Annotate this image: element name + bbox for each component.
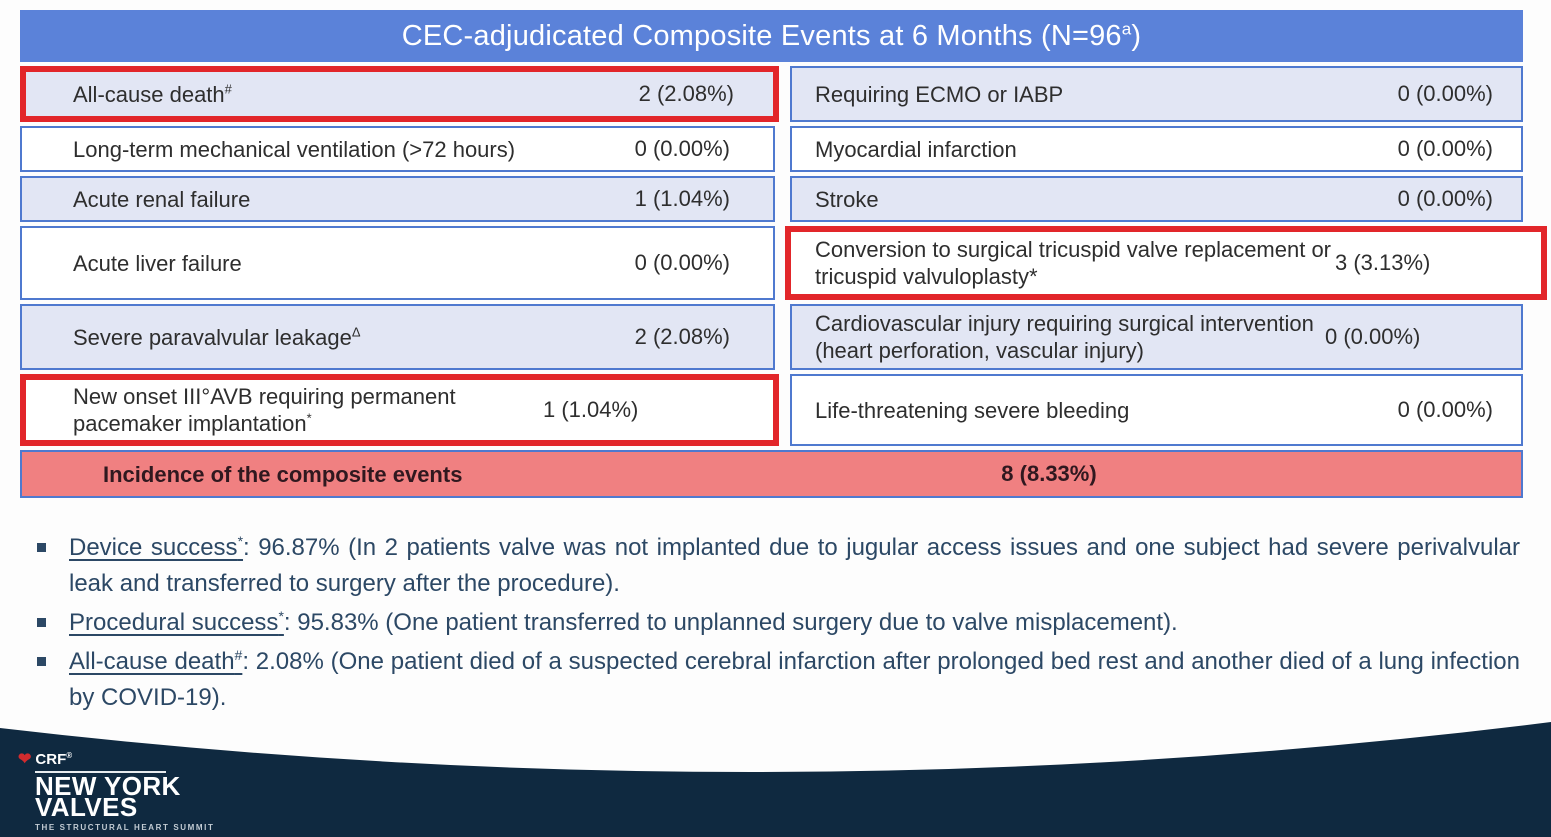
brand-line1: NEW YORK	[35, 771, 181, 801]
row-label: Severe paravalvular leakageΔ	[73, 324, 361, 350]
bullet-square-icon	[37, 657, 46, 666]
table-row: Requiring ECMO or IABP 0 (0.00%)	[790, 66, 1523, 122]
row-value: 0 (0.00%)	[1397, 136, 1493, 161]
nyv-logo: ❤ CRF® NEW YORK VALVES THE STRUCTURAL HE…	[18, 751, 215, 832]
row-label: Stroke	[815, 186, 879, 212]
table-row: Acute renal failure 1 (1.04%)	[20, 176, 775, 222]
row-label: Cardiovascular injury requiring surgical…	[815, 311, 1314, 363]
row-label: Requiring ECMO or IABP	[815, 81, 1064, 107]
row-label: Acute renal failure	[73, 186, 251, 212]
heart-icon: ❤	[18, 750, 32, 768]
row-value: 0 (0.00%)	[1397, 186, 1493, 211]
table-row: Myocardial infarction 0 (0.00%)	[790, 126, 1523, 172]
note-all-cause-death: All-cause death#: 2.08% (One patient die…	[36, 644, 1520, 716]
row-value: 0 (0.00%)	[634, 136, 730, 161]
row-value: 2 (2.08%)	[638, 81, 734, 106]
table-row: New onset III°AVB requiring permanent pa…	[20, 374, 779, 446]
row-label: Long-term mechanical ventilation (>72 ho…	[73, 136, 516, 162]
table-row: Acute liver failure 0 (0.00%)	[20, 226, 775, 300]
table-row: Long-term mechanical ventilation (>72 ho…	[20, 126, 775, 172]
brand-line2: VALVES	[35, 792, 138, 822]
row-value: 0 (0.00%)	[1397, 81, 1493, 106]
row-label: All-cause death#	[73, 81, 232, 107]
row-value: 0 (0.00%)	[1325, 324, 1421, 349]
note-device-success: Device success*: 96.87% (In 2 patients v…	[36, 530, 1520, 602]
row-label: New onset III°AVB requiring permanent pa…	[73, 384, 456, 436]
table-title-close: )	[1131, 19, 1142, 52]
row-label: Myocardial infarction	[815, 136, 1017, 162]
row-value: 1 (1.04%)	[634, 186, 730, 211]
summary-value: 8 (8.33%)	[1001, 461, 1097, 486]
brand-tagline: THE STRUCTURAL HEART SUMMIT	[35, 823, 215, 832]
table-row: Severe paravalvular leakageΔ 2 (2.08%)	[20, 304, 775, 370]
summary-label: Incidence of the composite events	[103, 461, 463, 487]
row-value: 2 (2.08%)	[634, 324, 730, 349]
row-label: Acute liver failure	[73, 250, 242, 276]
notes-list: Device success*: 96.87% (In 2 patients v…	[36, 530, 1520, 719]
bullet-square-icon	[37, 543, 46, 552]
table-title-footnote-mark: a	[1121, 18, 1132, 38]
footer-band	[0, 722, 1551, 837]
crf-label: CRF®	[35, 751, 73, 768]
summary-row: Incidence of the composite events 8 (8.3…	[20, 450, 1523, 498]
row-label: Life-threatening severe bleeding	[815, 397, 1130, 423]
row-value: 0 (0.00%)	[634, 250, 730, 275]
table-title: CEC-adjudicated Composite Events at 6 Mo…	[20, 10, 1523, 62]
bullet-square-icon	[37, 618, 46, 627]
row-value: 3 (3.13%)	[1335, 250, 1431, 275]
table-row: All-cause death# 2 (2.08%)	[20, 66, 779, 122]
row-value: 1 (1.04%)	[543, 397, 639, 422]
note-procedural-success: Procedural success*: 95.83% (One patient…	[36, 605, 1520, 641]
table-row: Life-threatening severe bleeding 0 (0.00…	[790, 374, 1523, 446]
table-row: Conversion to surgical tricuspid valve r…	[785, 226, 1547, 300]
table-row: Stroke 0 (0.00%)	[790, 176, 1523, 222]
logo-divider	[35, 771, 166, 773]
row-value: 0 (0.00%)	[1397, 397, 1493, 422]
table-title-text: CEC-adjudicated Composite Events at 6 Mo…	[401, 19, 1122, 52]
table-row: Cardiovascular injury requiring surgical…	[790, 304, 1523, 370]
row-label: Conversion to surgical tricuspid valve r…	[815, 237, 1332, 289]
